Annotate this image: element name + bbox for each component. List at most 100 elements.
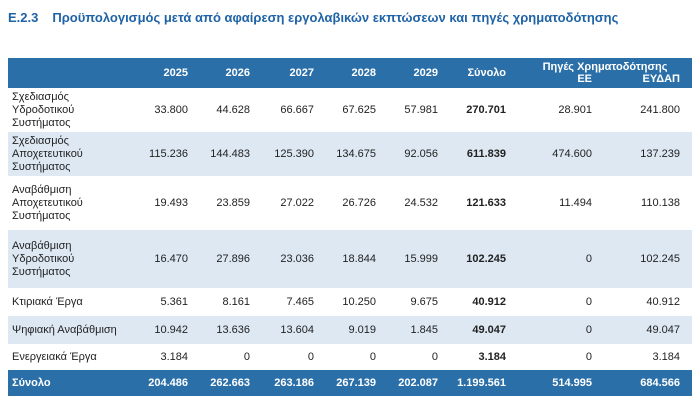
table-body: Σχεδιασμός Υδροδοτικού Συστήματος 33.800 4…	[8, 88, 692, 396]
cell: 5.361	[138, 288, 200, 316]
funding-group-label: Πηγές Χρηματοδότησης	[542, 61, 668, 73]
cell-value: 23.036	[280, 253, 314, 265]
cell: 57.981	[388, 88, 450, 132]
cell: 8.161	[200, 288, 262, 316]
cell: 27.022	[262, 176, 326, 230]
cell-value: 27.022	[280, 197, 314, 209]
cell-value: 11.494	[559, 197, 592, 209]
table-row: Σχεδιασμός Υδροδοτικού Συστήματος 33.800 4…	[8, 88, 692, 132]
cell: 125.390	[262, 132, 326, 176]
header-cell	[8, 58, 138, 88]
cell: 102.245	[450, 230, 518, 288]
cell: 67.625	[326, 88, 388, 132]
cell: 7.465	[262, 288, 326, 316]
cell: 0	[200, 344, 262, 370]
cell: 0	[326, 344, 388, 370]
cell-value: 102.245	[640, 253, 680, 265]
cell: 611.839	[450, 132, 518, 176]
cell-value: 9.675	[410, 296, 438, 308]
row-label: Κτιριακά Έργα	[8, 288, 138, 316]
table-row: Σχεδιασμός Αποχετευτικού Συστήματος 115.2…	[8, 132, 692, 176]
total-value: 514.995	[518, 370, 604, 396]
label-text: Αναβάθμιση Υδροδοτικού Συστήματος	[12, 239, 75, 278]
cell-value: 102.245	[466, 253, 506, 265]
cell-value: 33.800	[154, 104, 188, 116]
cell: 115.236	[138, 132, 200, 176]
cell-value: 10.942	[154, 324, 188, 336]
table-row: Ενεργειακά Έργα 3.184 0 0 0 0 3.184 0 3.184	[8, 344, 692, 370]
cell-value: 10.250	[342, 296, 376, 308]
cell: 26.726	[326, 176, 388, 230]
cell: 28.901	[518, 88, 604, 132]
cell: 137.239	[604, 132, 692, 176]
cell: 144.483	[200, 132, 262, 176]
label-text: Αναβάθμιση Αποχετευτικού Συστήματος	[12, 183, 83, 222]
cell: 0	[262, 344, 326, 370]
title-text: Προϋπολογισμός μετά από αφαίρεση εργολαβ…	[52, 10, 619, 25]
cell-value: 110.138	[641, 197, 680, 209]
cell-value: 16.470	[154, 253, 188, 265]
cell-value: 49.047	[472, 324, 506, 336]
cell-value: 270.701	[466, 104, 506, 116]
cell: 49.047	[604, 316, 692, 344]
cell-value: 115.236	[149, 148, 188, 160]
cell: 16.470	[138, 230, 200, 288]
cell-value: 0	[369, 351, 376, 363]
cell: 474.600	[518, 132, 604, 176]
cell: 241.800	[604, 88, 692, 132]
row-label: Αναβάθμιση Αποχετευτικού Συστήματος	[8, 176, 138, 230]
cell: 10.942	[138, 316, 200, 344]
cell-value: 15.999	[404, 253, 438, 265]
cell-value: 7.465	[286, 296, 314, 308]
cell-value: 144.483	[210, 148, 250, 160]
cell: 9.675	[388, 288, 450, 316]
cell-value: 40.912	[472, 296, 506, 308]
budget-table: 2025 2026 2027 2028 2029 Σύνολο Πηγές Χρηματοδ…	[8, 58, 692, 396]
total-label: Σύνολο	[8, 370, 138, 396]
section-number: E.2.3	[8, 10, 39, 25]
total-value: 262.663	[200, 370, 262, 396]
cell-value: 134.675	[336, 148, 376, 160]
cell-value: 474.600	[552, 148, 592, 160]
cell: 49.047	[450, 316, 518, 344]
cell: 3.184	[450, 344, 518, 370]
header-row: 2025 2026 2027 2028 2029 Σύνολο Πηγές Χρηματοδ…	[8, 58, 692, 88]
cell: 27.896	[200, 230, 262, 288]
cell: 10.250	[326, 288, 388, 316]
cell-value: 241.800	[640, 104, 680, 116]
cell-value: 67.625	[342, 104, 376, 116]
cell-value: 28.901	[558, 104, 592, 116]
cell-value: 18.844	[342, 253, 376, 265]
row-label: Ψηφιακή Αναβάθμιση	[8, 316, 138, 344]
column-header: 2027	[262, 58, 326, 88]
cell-value: 0	[585, 324, 592, 336]
cell-value: 3.184	[652, 351, 680, 363]
cell-value: 92.056	[404, 148, 438, 160]
cell: 66.667	[262, 88, 326, 132]
label-text: Ενεργειακά Έργα	[12, 351, 97, 363]
cell: 0	[518, 344, 604, 370]
funding-subheaders: ΕΕ ΕΥΔΑΠ	[518, 73, 680, 85]
cell-value: 0	[307, 351, 314, 363]
cell-value: 9.019	[348, 324, 376, 336]
cell: 24.532	[388, 176, 450, 230]
cell-value: 49.047	[646, 324, 680, 336]
cell-value: 5.361	[160, 296, 188, 308]
column-header: 2028	[326, 58, 388, 88]
total-value: 267.139	[326, 370, 388, 396]
column-header: 2026	[200, 58, 262, 88]
cell: 19.493	[138, 176, 200, 230]
cell-value: 3.184	[478, 351, 506, 363]
cell: 0	[518, 230, 604, 288]
row-label: Ενεργειακά Έργα	[8, 344, 138, 370]
total-value: 202.087	[388, 370, 450, 396]
funding-group: Πηγές Χρηματοδότησης ΕΕ ΕΥΔΑΠ	[518, 61, 680, 85]
cell-value: 3.184	[160, 351, 188, 363]
total-value: 204.486	[138, 370, 200, 396]
cell-value: 0	[585, 351, 592, 363]
cell: 0	[518, 288, 604, 316]
column-header: 2025	[138, 58, 200, 88]
cell-value: 13.636	[216, 324, 250, 336]
cell: 11.494	[518, 176, 604, 230]
cell: 92.056	[388, 132, 450, 176]
